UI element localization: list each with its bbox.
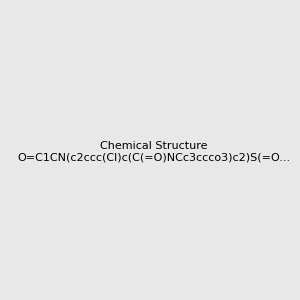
Text: Chemical Structure
O=C1CN(c2ccc(Cl)c(C(=O)NCc3ccco3)c2)S(=O...: Chemical Structure O=C1CN(c2ccc(Cl)c(C(=…	[17, 141, 290, 162]
